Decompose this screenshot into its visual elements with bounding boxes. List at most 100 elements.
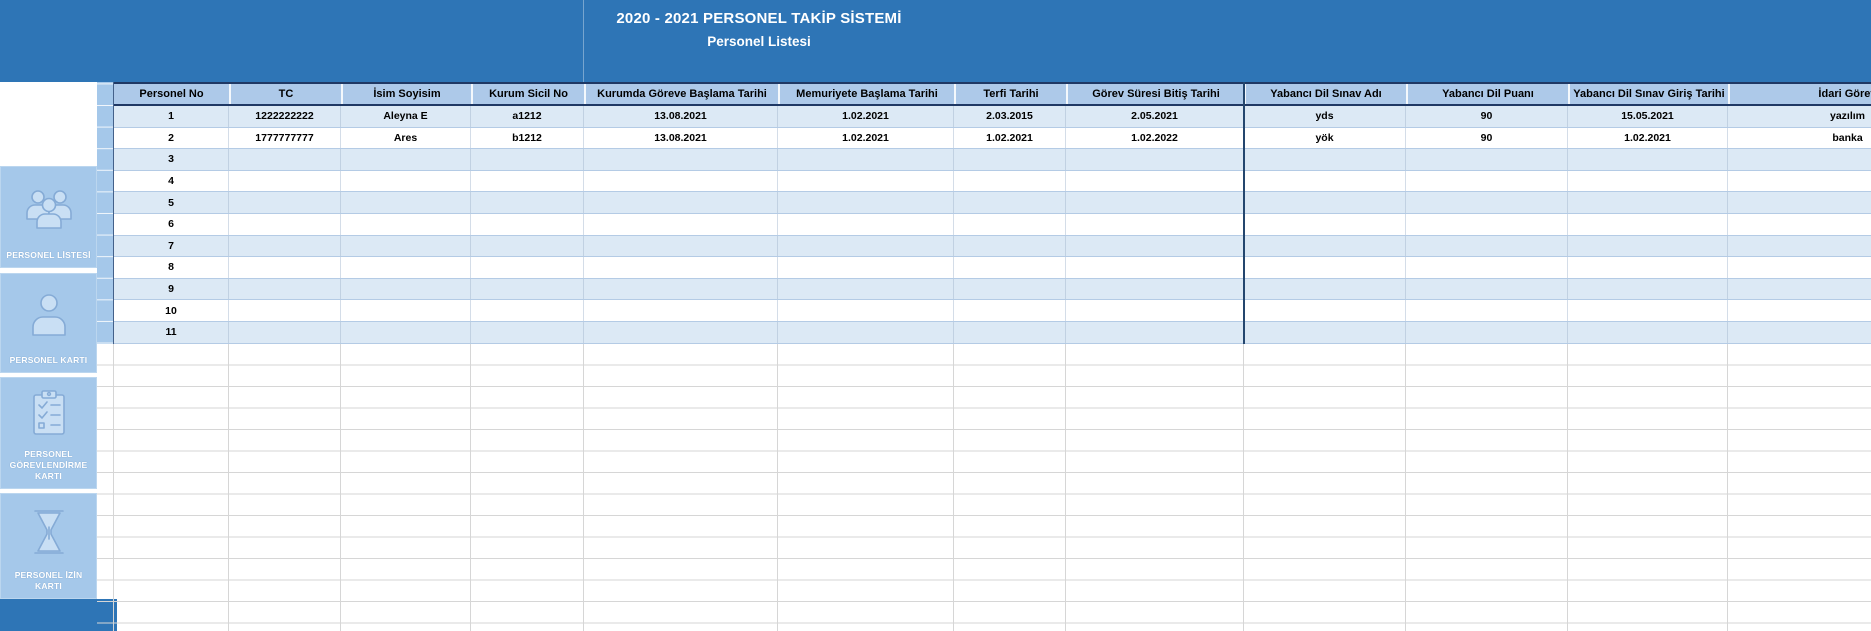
table-cell[interactable]: [778, 300, 954, 321]
column-header[interactable]: Terfi Tarihi: [954, 84, 1066, 104]
table-cell[interactable]: [1406, 235, 1568, 257]
table-cell[interactable]: [1568, 192, 1728, 213]
table-cell[interactable]: 1.02.2021: [954, 127, 1066, 149]
table-cell[interactable]: 90: [1406, 106, 1568, 127]
table-cell[interactable]: [1568, 149, 1728, 170]
table-cell[interactable]: [1066, 170, 1244, 192]
table-cell[interactable]: Aleyna E: [341, 106, 471, 127]
table-cell[interactable]: [1406, 300, 1568, 321]
table-cell[interactable]: [229, 192, 341, 213]
table-cell[interactable]: 7: [114, 235, 229, 257]
table-cell[interactable]: [1066, 235, 1244, 257]
table-cell[interactable]: [1406, 278, 1568, 300]
table-cell[interactable]: 2.03.2015: [954, 106, 1066, 127]
table-cell[interactable]: [1406, 213, 1568, 235]
table-cell[interactable]: 1.02.2022: [1066, 127, 1244, 149]
table-cell[interactable]: [1244, 149, 1406, 170]
table-cell[interactable]: [341, 149, 471, 170]
table-cell[interactable]: [584, 321, 778, 343]
table-cell[interactable]: [471, 300, 584, 321]
table-cell[interactable]: [584, 257, 778, 278]
table-cell[interactable]: 5: [114, 192, 229, 213]
table-cell[interactable]: [1406, 192, 1568, 213]
table-cell[interactable]: [1728, 279, 1871, 300]
table-cell[interactable]: [471, 321, 584, 343]
table-cell[interactable]: 1222222222: [229, 106, 341, 127]
table-cell[interactable]: 1.02.2021: [778, 106, 954, 127]
column-header[interactable]: Yabancı Dil Puanı: [1406, 84, 1568, 104]
table-cell[interactable]: [229, 300, 341, 321]
column-header[interactable]: Personel No: [139, 88, 204, 100]
table-cell[interactable]: [341, 257, 471, 278]
table-cell[interactable]: 11: [114, 321, 229, 343]
sidebar-item-personel-karti[interactable]: PERSONEL KARTI: [0, 273, 97, 373]
table-cell[interactable]: 9: [114, 278, 229, 300]
table-cell[interactable]: 13.08.2021: [584, 106, 778, 127]
table-cell[interactable]: [1244, 213, 1406, 235]
table-cell[interactable]: [778, 235, 954, 257]
table-cell[interactable]: [341, 300, 471, 321]
table-cell[interactable]: [954, 213, 1066, 235]
table-cell[interactable]: banka: [1728, 128, 1871, 149]
table-cell[interactable]: yök: [1244, 127, 1406, 149]
column-header[interactable]: Kurum Sicil No: [471, 84, 584, 104]
sidebar-item-personel-izin-karti[interactable]: PERSONEL İZİN KARTI: [0, 493, 97, 599]
table-cell[interactable]: [471, 192, 584, 213]
table-cell[interactable]: [954, 149, 1066, 170]
table-cell[interactable]: [1568, 321, 1728, 343]
column-header[interactable]: Yabancı Dil Sınav Adı: [1244, 84, 1406, 104]
table-cell[interactable]: 8: [114, 257, 229, 278]
table-cell[interactable]: [778, 321, 954, 343]
sidebar-item-personel-gorevlendirme-karti[interactable]: PERSONEL GÖREVLENDİRME KARTI: [0, 377, 97, 489]
table-cell[interactable]: [471, 149, 584, 170]
table-cell[interactable]: [1406, 149, 1568, 170]
table-cell[interactable]: [1066, 213, 1244, 235]
table-cell[interactable]: [1244, 170, 1406, 192]
table-cell[interactable]: [1568, 170, 1728, 192]
empty-grid-area[interactable]: [97, 344, 1871, 631]
table-cell[interactable]: [1244, 192, 1406, 213]
table-cell[interactable]: 2: [114, 127, 229, 149]
table-cell[interactable]: [1568, 278, 1728, 300]
table-cell[interactable]: [1244, 257, 1406, 278]
table-cell[interactable]: [954, 170, 1066, 192]
table-cell[interactable]: yds: [1244, 106, 1406, 127]
table-cell[interactable]: [1244, 278, 1406, 300]
table-cell[interactable]: [954, 300, 1066, 321]
table-cell[interactable]: [1066, 278, 1244, 300]
table-cell[interactable]: [1728, 192, 1871, 213]
table-cell[interactable]: 1: [114, 106, 229, 127]
table-cell[interactable]: [584, 170, 778, 192]
table-cell[interactable]: [471, 278, 584, 300]
table-cell[interactable]: [778, 170, 954, 192]
table-cell[interactable]: [229, 278, 341, 300]
table-cell[interactable]: 1.02.2021: [1568, 127, 1728, 149]
table-cell[interactable]: [341, 278, 471, 300]
column-header[interactable]: Yabancı Dil Sınav Giriş Tarihi: [1568, 84, 1728, 104]
table-cell[interactable]: [954, 321, 1066, 343]
table-cell[interactable]: [1244, 235, 1406, 257]
table-cell[interactable]: [229, 257, 341, 278]
table-cell[interactable]: [1728, 257, 1871, 278]
table-cell[interactable]: [341, 192, 471, 213]
table-cell[interactable]: 15.05.2021: [1568, 106, 1728, 127]
table-cell[interactable]: [584, 235, 778, 257]
table-cell[interactable]: 3: [114, 149, 229, 170]
table-cell[interactable]: [1066, 192, 1244, 213]
table-cell[interactable]: [229, 213, 341, 235]
table-cell[interactable]: [954, 257, 1066, 278]
table-cell[interactable]: [1066, 149, 1244, 170]
table-cell[interactable]: 90: [1406, 127, 1568, 149]
table-cell[interactable]: [1728, 236, 1871, 257]
table-cell[interactable]: [229, 170, 341, 192]
table-cell[interactable]: 13.08.2021: [584, 127, 778, 149]
table-cell[interactable]: Ares: [341, 127, 471, 149]
table-cell[interactable]: [341, 321, 471, 343]
table-cell[interactable]: [229, 321, 341, 343]
column-header[interactable]: TC: [229, 84, 341, 104]
column-header[interactable]: İsim Soyisim: [341, 84, 471, 104]
table-cell[interactable]: [778, 278, 954, 300]
table-cell[interactable]: 10: [114, 300, 229, 321]
table-cell[interactable]: [584, 213, 778, 235]
table-cell[interactable]: [584, 300, 778, 321]
